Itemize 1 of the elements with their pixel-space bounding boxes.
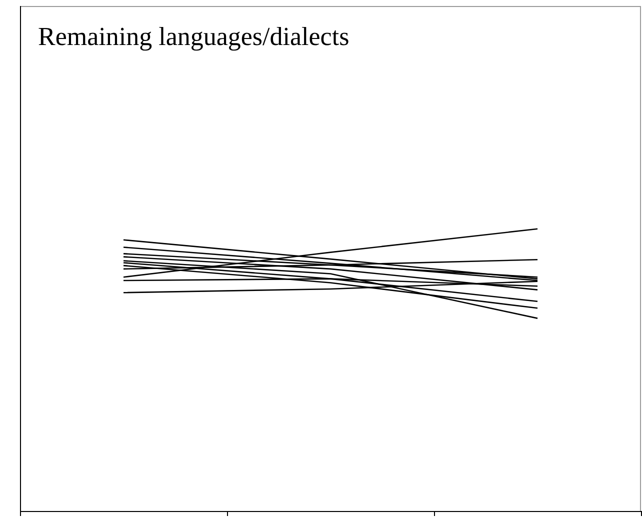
chart-title: Remaining languages/dialects (38, 22, 350, 52)
